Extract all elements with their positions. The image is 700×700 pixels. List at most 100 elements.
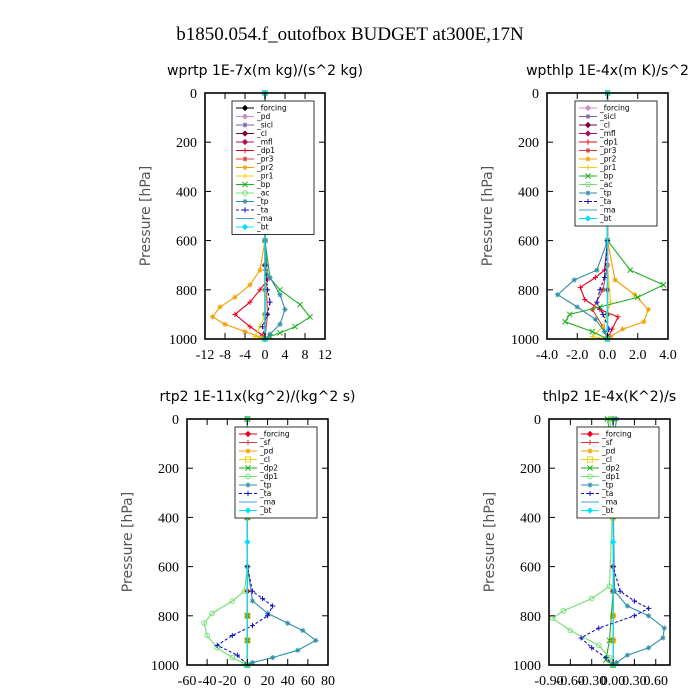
legend-marker-ac bbox=[242, 190, 248, 196]
x-tick-label: -8 bbox=[219, 348, 231, 363]
data-point-ta bbox=[596, 625, 602, 631]
data-point-tp bbox=[282, 306, 288, 313]
legend-marker-dp1 bbox=[585, 139, 591, 145]
legend-marker-pr3 bbox=[585, 147, 591, 154]
figure-title: b1850.054.f_outofbox BUDGET at300E,17N bbox=[176, 24, 524, 45]
x-tick-label: 4.0 bbox=[659, 348, 677, 363]
legend-label-bt: _bt bbox=[256, 223, 269, 232]
legend-marker-pr2 bbox=[242, 164, 248, 171]
x-tick-label: 0.0 bbox=[599, 348, 617, 363]
y-tick-label: 1000 bbox=[511, 333, 539, 348]
data-point-ta bbox=[603, 655, 609, 661]
data-point-ta bbox=[597, 287, 603, 293]
data-point-dp1 bbox=[560, 608, 567, 614]
x-tick-label: 20 bbox=[261, 674, 275, 689]
legend-marker-sicl bbox=[242, 122, 248, 128]
data-point-bp bbox=[627, 267, 634, 274]
x-tick-label: 0.00 bbox=[601, 674, 626, 689]
data-point-bp bbox=[297, 301, 303, 308]
data-point-tp bbox=[661, 625, 667, 631]
legend-marker-ta bbox=[245, 490, 251, 497]
data-point-pr2 bbox=[257, 267, 263, 273]
data-point-ta bbox=[234, 652, 240, 658]
legend-label-cl: _cl bbox=[599, 121, 610, 130]
legend-label-tp: _tp bbox=[259, 481, 272, 490]
legend-label-pr3: _pr3 bbox=[599, 146, 617, 155]
legend-marker-pr2 bbox=[585, 156, 591, 162]
legend-marker-forcing bbox=[241, 104, 249, 112]
y-tick-label: 1000 bbox=[169, 333, 197, 348]
legend-label-dp2: _dp2 bbox=[601, 464, 620, 473]
data-point-pr2 bbox=[632, 292, 638, 298]
x-tick-label: -40 bbox=[198, 674, 217, 689]
data-point-tp bbox=[277, 321, 283, 327]
data-point-tp bbox=[574, 304, 580, 310]
y-axis-label-wprtp: Pressure [hPa] bbox=[138, 166, 154, 266]
legend-marker-dp1 bbox=[242, 147, 248, 154]
data-point-tp bbox=[611, 588, 618, 594]
y-tick-label: 800 bbox=[176, 284, 197, 299]
data-point-tp bbox=[300, 627, 306, 634]
y-axis-label-wpthlp: Pressure [hPa] bbox=[480, 166, 496, 266]
legend-label-sf: _sf bbox=[601, 438, 613, 447]
legend-marker-pr3 bbox=[242, 156, 248, 162]
data-point-dp1 bbox=[247, 299, 253, 305]
legend-marker-tp bbox=[242, 198, 248, 205]
legend-marker-dp2 bbox=[245, 465, 251, 471]
legend-marker-forcing bbox=[586, 430, 594, 438]
legend-label-dp1: _dp1 bbox=[601, 472, 620, 481]
legend-label-tp: _tp bbox=[599, 189, 612, 198]
legend-marker-mfl bbox=[241, 138, 249, 146]
legend-marker-sicl bbox=[585, 113, 591, 120]
legend-marker-dp1 bbox=[587, 473, 593, 480]
x-tick-label: 4 bbox=[282, 348, 289, 363]
data-point-ta bbox=[259, 595, 266, 602]
panel-title-thlp2: thlp2 1E-4x(K^2)/s bbox=[543, 389, 676, 405]
y-tick-label: 400 bbox=[520, 511, 541, 526]
y-tick-label: 200 bbox=[158, 462, 179, 477]
data-point-dp2 bbox=[606, 637, 613, 644]
legend-label-cl: _cl bbox=[601, 455, 612, 464]
legend-label-dp1: _dp1 bbox=[259, 472, 278, 481]
data-point-ta bbox=[259, 324, 266, 330]
data-point-ta bbox=[229, 632, 235, 639]
data-point-ta bbox=[249, 623, 256, 629]
legend-label-mfl: _mfl bbox=[599, 129, 616, 138]
data-point-tp bbox=[295, 647, 301, 653]
data-point-tp bbox=[313, 637, 319, 643]
data-point-ta bbox=[589, 645, 595, 651]
x-tick-label: 60 bbox=[301, 674, 315, 689]
legend-marker-tp bbox=[585, 190, 591, 196]
y-tick-label: 0 bbox=[190, 87, 197, 102]
legend-marker-cl bbox=[586, 456, 594, 463]
x-tick-label: -4.0 bbox=[536, 348, 558, 363]
panel-title-rtp2: rtp2 1E-11x(kg^2)/(kg^2 s) bbox=[160, 389, 356, 405]
legend-label-ta: _ta bbox=[599, 197, 611, 206]
y-tick-label: 0 bbox=[534, 413, 541, 428]
legend-label-forcing: _forcing bbox=[256, 104, 287, 113]
legend-label-tp: _tp bbox=[601, 481, 614, 490]
legend-marker-dp2 bbox=[587, 465, 593, 471]
data-point-pr2 bbox=[222, 321, 228, 327]
y-tick-label: 200 bbox=[176, 136, 197, 151]
data-point-tp bbox=[592, 316, 598, 322]
y-tick-label: 200 bbox=[520, 462, 541, 477]
legend-label-sf: _sf bbox=[259, 438, 271, 447]
axes-frame-thlp2 bbox=[548, 418, 671, 666]
data-point-bp bbox=[589, 328, 596, 335]
legend-label-ta: _ta bbox=[256, 206, 268, 215]
y-tick-label: 800 bbox=[520, 610, 541, 625]
legend-label-forcing: _forcing bbox=[601, 430, 632, 439]
data-point-ta bbox=[264, 287, 271, 293]
legend-marker-tp bbox=[587, 482, 593, 488]
y-tick-label: 600 bbox=[520, 561, 541, 576]
panel-wpthlp: wpthlp 1E-4x(m K)/s^2 Pressure [hPa] -4.0-… bbox=[480, 63, 689, 363]
data-point-ta bbox=[249, 588, 256, 594]
x-tick-label: 40 bbox=[281, 674, 295, 689]
data-point-dp1 bbox=[567, 627, 574, 634]
legend-marker-ac bbox=[585, 181, 591, 188]
y-tick-label: 400 bbox=[518, 185, 539, 200]
data-point-ta bbox=[617, 588, 623, 594]
legend-marker-sf bbox=[245, 439, 251, 446]
legend-marker-pr1 bbox=[585, 164, 591, 171]
